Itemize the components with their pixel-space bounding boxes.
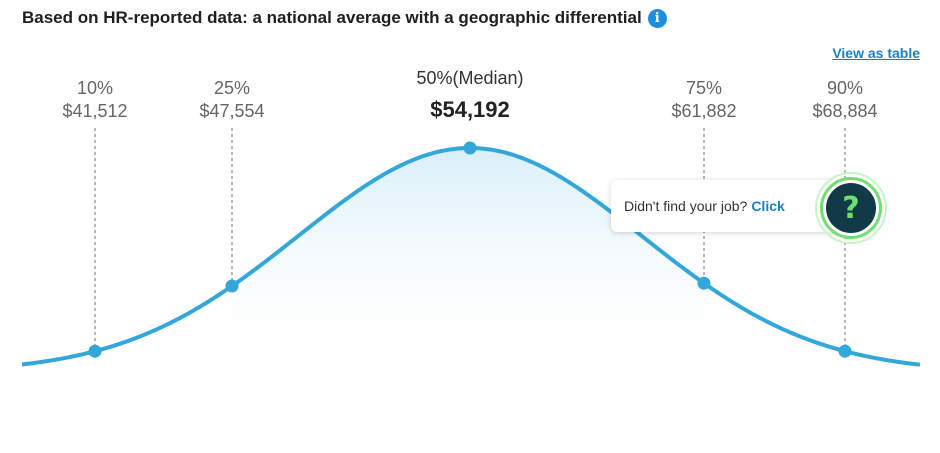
help-button-ring: ?: [820, 177, 882, 239]
help-card[interactable]: Didn't find your job? Click: [611, 180, 839, 232]
distribution-area: [232, 148, 704, 372]
help-button[interactable]: ?: [815, 172, 887, 244]
help-click-link[interactable]: Click: [751, 198, 785, 214]
view-as-table-link[interactable]: View as table: [832, 45, 920, 61]
percentile-value-3: $61,882: [671, 101, 736, 121]
page-title: Based on HR-reported data: a national av…: [22, 8, 667, 28]
percentile-label-4: 90%: [827, 78, 863, 98]
help-card-text: Didn't find your job?: [624, 198, 748, 214]
percentile-value-0: $41,512: [62, 101, 127, 121]
percentile-label-3: 75%: [686, 78, 722, 98]
percentile-label-2: 50%(Median): [416, 68, 523, 88]
percentile-point-1[interactable]: [225, 279, 239, 293]
percentile-label-0: 10%: [77, 78, 113, 98]
percentile-point-3[interactable]: [697, 276, 711, 290]
percentile-value-4: $68,884: [812, 101, 877, 121]
percentile-value-2: $54,192: [430, 97, 510, 122]
help-question-glyph: ?: [842, 190, 860, 226]
percentile-label-1: 25%: [214, 78, 250, 98]
percentile-point-4[interactable]: [838, 344, 852, 358]
percentile-value-1: $47,554: [199, 101, 264, 121]
percentile-point-0[interactable]: [88, 344, 102, 358]
info-icon[interactable]: i: [647, 8, 667, 28]
percentile-point-2[interactable]: [463, 141, 477, 155]
help-question-icon: ?: [826, 183, 876, 233]
chart-title: Based on HR-reported data: a national av…: [22, 8, 642, 27]
